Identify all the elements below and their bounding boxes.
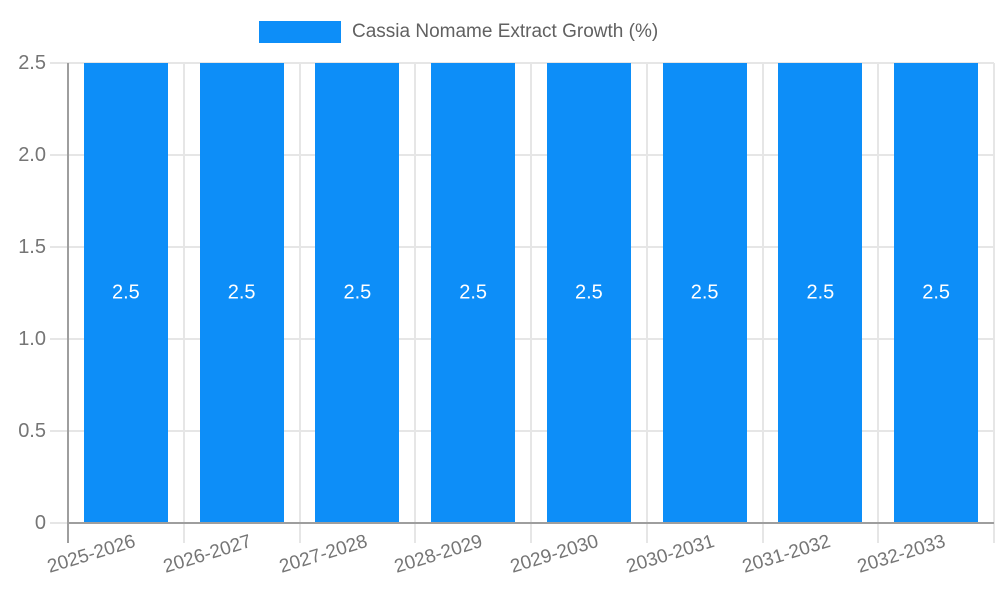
x-axis-tick-label: 2025-2026 bbox=[44, 531, 139, 578]
bar-value-label: 2.5 bbox=[806, 281, 835, 304]
x-axis-tick-label: 2029-2030 bbox=[507, 531, 602, 578]
legend-swatch bbox=[259, 21, 341, 43]
bar-value-label: 2.5 bbox=[574, 281, 603, 304]
x-axis-tick bbox=[530, 523, 532, 543]
y-axis-tick-label: 2.0 bbox=[18, 144, 46, 166]
bar[interactable]: 2.5 bbox=[431, 63, 516, 523]
bar-value-label: 2.5 bbox=[690, 281, 719, 304]
bar-value-label: 2.5 bbox=[922, 281, 951, 304]
y-axis-tick-label: 2.5 bbox=[18, 52, 46, 74]
bar[interactable]: 2.5 bbox=[894, 63, 979, 523]
bar[interactable]: 2.5 bbox=[83, 63, 168, 523]
y-axis-tick bbox=[50, 430, 68, 432]
x-axis-tick bbox=[182, 523, 185, 543]
x-axis-tick-label: 2027-2028 bbox=[276, 531, 370, 578]
x-axis-tick-label: 2030-2031 bbox=[623, 531, 717, 578]
gridline-vertical bbox=[993, 63, 995, 523]
x-axis-tick bbox=[645, 523, 648, 543]
x-axis-tick-label: 2026-2027 bbox=[160, 531, 254, 578]
gridline-vertical bbox=[182, 63, 185, 523]
bar[interactable]: 2.5 bbox=[199, 63, 284, 523]
y-axis-tick-label: 1.0 bbox=[18, 328, 46, 350]
y-axis-tick-label: 1.5 bbox=[18, 236, 46, 258]
x-axis-tick-label: 2028-2029 bbox=[392, 531, 486, 578]
x-axis-tick bbox=[298, 523, 301, 543]
bar-value-label: 2.5 bbox=[111, 281, 140, 304]
x-axis-tick-label: 2032-2033 bbox=[855, 531, 949, 578]
y-axis-line bbox=[67, 63, 69, 543]
x-axis-line bbox=[68, 522, 994, 524]
y-axis-tick-label: 0.5 bbox=[18, 420, 46, 442]
bar[interactable]: 2.5 bbox=[546, 63, 631, 523]
bar-value-label: 2.5 bbox=[227, 281, 256, 304]
legend[interactable]: Cassia Nomame Extract Growth (%) bbox=[259, 21, 658, 43]
x-axis-tick-label: 2031-2032 bbox=[739, 531, 833, 578]
x-axis-tick bbox=[414, 523, 417, 543]
bar[interactable]: 2.5 bbox=[315, 63, 400, 523]
gridline-vertical bbox=[414, 63, 417, 523]
y-axis-tick bbox=[50, 338, 68, 340]
x-axis-tick bbox=[993, 523, 995, 543]
gridline-vertical bbox=[298, 63, 301, 523]
y-axis-tick bbox=[50, 522, 68, 524]
y-axis-tick-label: 0 bbox=[34, 512, 46, 534]
gridline-vertical bbox=[530, 63, 532, 523]
bar[interactable]: 2.5 bbox=[662, 63, 747, 523]
gridline-vertical bbox=[877, 63, 880, 523]
bar[interactable]: 2.5 bbox=[778, 63, 863, 523]
y-axis-tick bbox=[50, 62, 68, 64]
gridline-vertical bbox=[645, 63, 648, 523]
y-axis-tick bbox=[50, 246, 68, 248]
gridline-vertical bbox=[761, 63, 764, 523]
x-axis-tick bbox=[761, 523, 764, 543]
bar-value-label: 2.5 bbox=[343, 281, 372, 304]
x-axis-tick bbox=[877, 523, 880, 543]
legend-label: Cassia Nomame Extract Growth (%) bbox=[352, 21, 659, 42]
bar-value-label: 2.5 bbox=[459, 281, 488, 304]
y-axis-tick bbox=[50, 154, 68, 156]
